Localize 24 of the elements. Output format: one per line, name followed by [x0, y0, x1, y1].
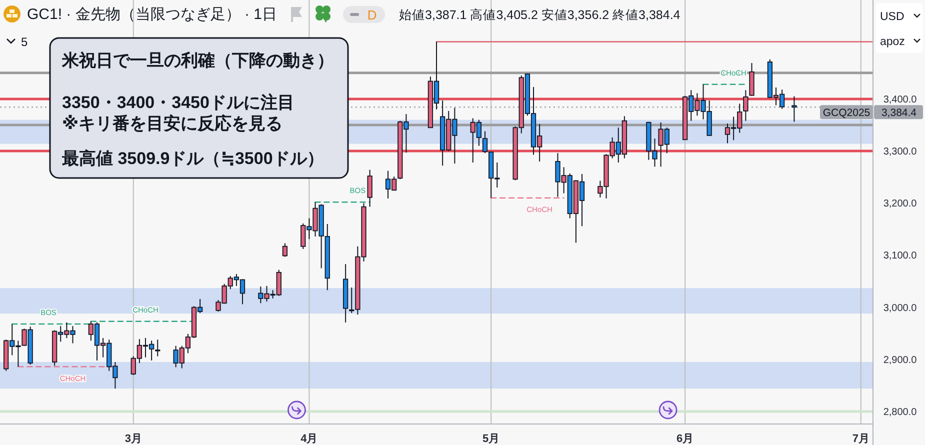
annotation: D: [367, 8, 377, 22]
x-tick-label: 3月: [124, 432, 142, 445]
y-tick-label: 3,200.0: [883, 198, 918, 210]
annotation: 米祝日で一旦の利確（下降の動き）: [61, 51, 334, 70]
x-tick-label: 7月: [852, 432, 870, 445]
ref-line-label: 3,384.4: [881, 106, 917, 119]
y-tick-label: 3,300.0: [883, 146, 918, 158]
x-tick-label: 6月: [676, 432, 694, 445]
y-tick-label: 3,400.0: [883, 94, 918, 106]
annotation: 5: [21, 35, 28, 49]
y-tick-label: 2,900.0: [883, 354, 918, 366]
y-tick-label: 3,000.0: [883, 302, 918, 314]
text: apoz: [880, 36, 906, 48]
annotation: ※キリ番を目安に反応を見る: [62, 114, 283, 133]
x-tick-label: 4月: [300, 432, 318, 445]
y-tick-label: 3,100.0: [883, 250, 918, 262]
annotation: GCQ2025: [822, 106, 870, 119]
text: USD: [880, 11, 904, 23]
x-tick-label: 5月: [482, 432, 500, 445]
text: 始値3,387.1 高値3,405.2 安値3,356.2 終値3,384.4: [399, 7, 680, 22]
annotation: 3350・3400・3450ドルに注目: [62, 93, 294, 112]
chart-title: GC1! · 金先物（当限つなぎ足） · 1日: [27, 6, 278, 23]
annotation: 最高値 3509.9ドル（≒3500ドル）: [61, 149, 324, 168]
y-tick-label: 2,800.0: [883, 407, 918, 418]
